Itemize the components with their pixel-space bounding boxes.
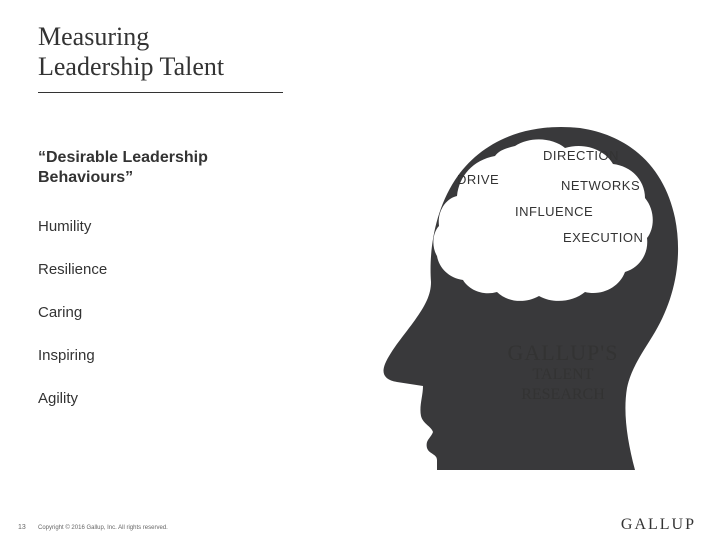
brain-label-drive: DRIVE bbox=[457, 172, 499, 187]
footer: 13 Copyright © 2016 Gallup, Inc. All rig… bbox=[0, 510, 720, 540]
list-item: Caring bbox=[38, 304, 107, 321]
subhead-line2: Behaviours” bbox=[38, 169, 133, 186]
research-sub1: TALENT bbox=[493, 366, 633, 384]
title-underline bbox=[38, 92, 283, 93]
brain-label-networks: NETWORKS bbox=[561, 178, 640, 193]
page-title: Measuring Leadership Talent bbox=[38, 22, 224, 82]
research-title: GALLUP'S bbox=[493, 340, 633, 366]
list-item: Inspiring bbox=[38, 347, 107, 364]
brain-label-influence: INFLUENCE bbox=[515, 204, 593, 219]
title-line2: Leadership Talent bbox=[38, 52, 224, 81]
brain-label-execution: EXECUTION bbox=[563, 230, 643, 245]
behaviours-list: Humility Resilience Caring Inspiring Agi… bbox=[38, 218, 107, 433]
subheading: “Desirable Leadership Behaviours” bbox=[38, 148, 208, 188]
head-silhouette-icon bbox=[375, 120, 695, 470]
list-item: Resilience bbox=[38, 261, 107, 278]
list-item: Humility bbox=[38, 218, 107, 235]
head-diagram: DIRECTION DRIVE NETWORKS INFLUENCE EXECU… bbox=[375, 120, 695, 470]
title-line1: Measuring bbox=[38, 22, 149, 51]
slide: Measuring Leadership Talent “Desirable L… bbox=[0, 0, 720, 540]
brain-label-direction: DIRECTION bbox=[543, 148, 619, 163]
list-item: Agility bbox=[38, 390, 107, 407]
page-number: 13 bbox=[18, 524, 26, 531]
subhead-line1: “Desirable Leadership bbox=[38, 149, 208, 166]
gallup-logo: GALLUP bbox=[621, 516, 696, 534]
copyright-text: Copyright © 2016 Gallup, Inc. All rights… bbox=[38, 525, 168, 531]
research-sub2: RESEARCH bbox=[493, 386, 633, 404]
